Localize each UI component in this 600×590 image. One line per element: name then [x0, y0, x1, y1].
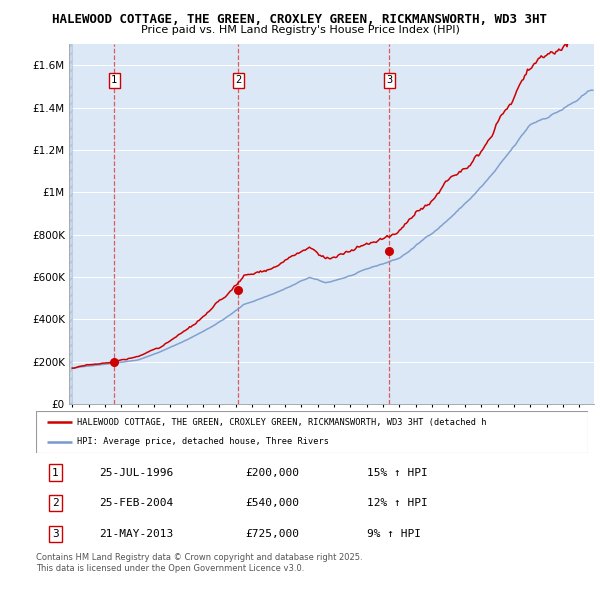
Text: 3: 3 — [52, 529, 59, 539]
Text: HALEWOOD COTTAGE, THE GREEN, CROXLEY GREEN, RICKMANSWORTH, WD3 3HT (detached h: HALEWOOD COTTAGE, THE GREEN, CROXLEY GRE… — [77, 418, 487, 427]
Text: 25-FEB-2004: 25-FEB-2004 — [100, 499, 174, 508]
FancyBboxPatch shape — [36, 411, 588, 453]
Text: 15% ↑ HPI: 15% ↑ HPI — [367, 467, 428, 477]
Text: 2: 2 — [52, 499, 59, 508]
Text: 21-MAY-2013: 21-MAY-2013 — [100, 529, 174, 539]
Text: 1: 1 — [52, 467, 59, 477]
Text: 25-JUL-1996: 25-JUL-1996 — [100, 467, 174, 477]
Bar — [69, 44, 72, 404]
Text: 3: 3 — [386, 76, 392, 85]
Text: £200,000: £200,000 — [246, 467, 300, 477]
Text: £725,000: £725,000 — [246, 529, 300, 539]
Text: Price paid vs. HM Land Registry's House Price Index (HPI): Price paid vs. HM Land Registry's House … — [140, 25, 460, 35]
Text: 1: 1 — [111, 76, 117, 85]
Text: 9% ↑ HPI: 9% ↑ HPI — [367, 529, 421, 539]
Text: HALEWOOD COTTAGE, THE GREEN, CROXLEY GREEN, RICKMANSWORTH, WD3 3HT: HALEWOOD COTTAGE, THE GREEN, CROXLEY GRE… — [53, 13, 548, 26]
Text: £540,000: £540,000 — [246, 499, 300, 508]
Text: 12% ↑ HPI: 12% ↑ HPI — [367, 499, 428, 508]
Text: 2: 2 — [235, 76, 241, 85]
Text: Contains HM Land Registry data © Crown copyright and database right 2025.
This d: Contains HM Land Registry data © Crown c… — [36, 553, 362, 573]
Text: HPI: Average price, detached house, Three Rivers: HPI: Average price, detached house, Thre… — [77, 437, 329, 446]
